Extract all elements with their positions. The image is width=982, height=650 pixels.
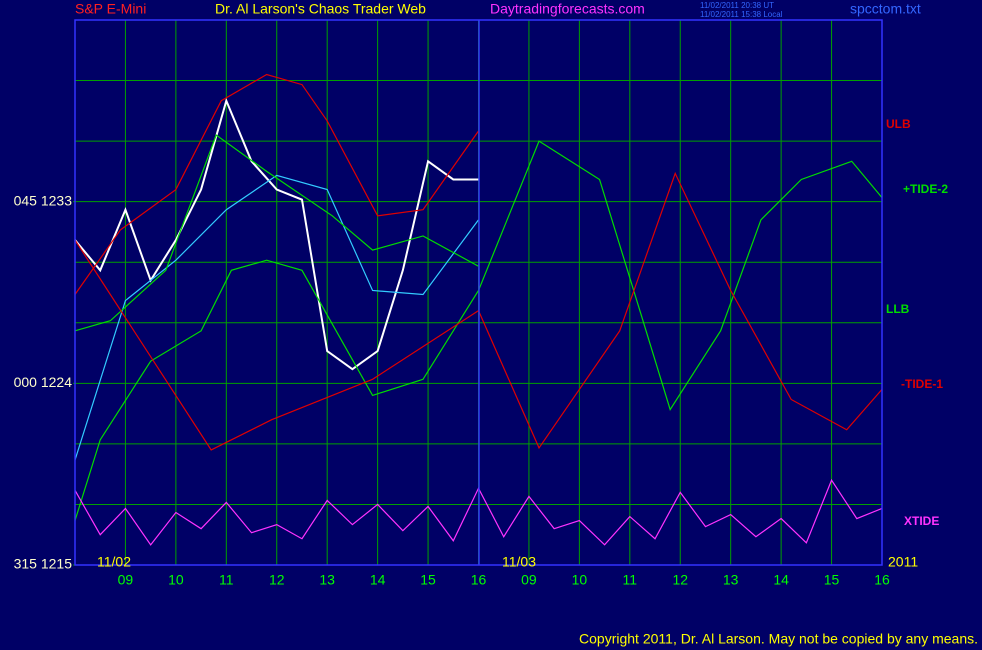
x-tick-label: 11 <box>623 572 638 588</box>
plot-border <box>74 19 883 566</box>
series-label: ULB <box>886 117 911 131</box>
x-tick-label: 16 <box>471 572 487 588</box>
series-label: +TIDE-2 <box>903 182 948 196</box>
series-line <box>74 73 479 295</box>
x-tick-label: 11 <box>219 572 234 588</box>
series-line <box>74 134 479 332</box>
chart-title: S&P E-Mini <box>75 1 146 17</box>
x-tick-label: 15 <box>824 572 840 588</box>
series-label: -TIDE-1 <box>901 377 943 391</box>
x-tick-label: 12 <box>672 572 688 588</box>
x-tick-label: 13 <box>723 572 739 588</box>
x-tick-label: 15 <box>420 572 436 588</box>
date-label: 11/03 <box>502 554 536 570</box>
copyright: Copyright 2011, Dr. Al Larson. May not b… <box>579 631 978 647</box>
series-line <box>74 174 479 461</box>
y-tick-label: 315 1215 <box>14 556 73 572</box>
x-tick-label: 10 <box>572 572 588 588</box>
y-tick-label: 000 1224 <box>14 374 73 390</box>
timestamp: 11/02/2011 20:38 UT <box>700 1 774 10</box>
date-label: 2011 <box>888 554 918 570</box>
x-tick-label: 09 <box>521 572 537 588</box>
series-label: LLB <box>886 302 910 316</box>
y-tick-label: 045 1233 <box>14 192 73 208</box>
date-label: 11/02 <box>97 554 131 570</box>
x-tick-label: 14 <box>773 572 789 588</box>
series-label: XTIDE <box>904 514 939 528</box>
chart-subtitle: Dr. Al Larson's Chaos Trader Web <box>215 1 426 17</box>
file-name: spcctom.txt <box>850 1 921 17</box>
x-tick-label: 09 <box>118 572 134 588</box>
series-line <box>74 97 479 371</box>
x-tick-label: 13 <box>319 572 335 588</box>
site-name: Daytradingforecasts.com <box>490 1 645 17</box>
x-tick-label: 12 <box>269 572 285 588</box>
timestamp: 11/02/2011 15:38 Local <box>700 10 783 19</box>
x-tick-label: 16 <box>874 572 890 588</box>
x-tick-label: 10 <box>168 572 184 588</box>
series-line <box>74 171 883 451</box>
x-tick-label: 14 <box>370 572 386 588</box>
